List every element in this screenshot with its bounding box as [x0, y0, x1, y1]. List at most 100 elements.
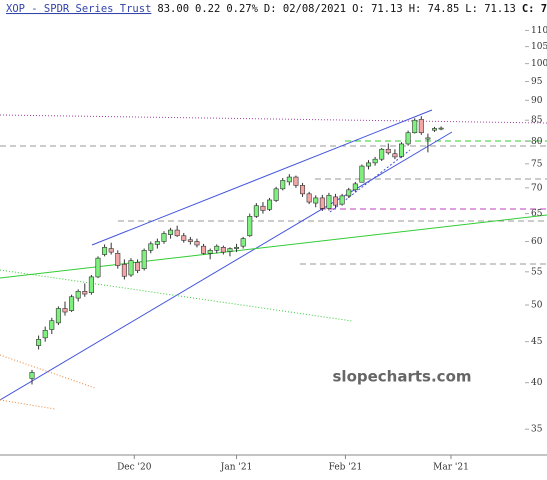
candle-body — [286, 176, 292, 183]
y-tick-label: 35 — [531, 425, 543, 435]
candle-body — [425, 137, 431, 140]
candle-body — [399, 143, 405, 157]
channel-line — [0, 131, 453, 401]
x-tick-label: Jan '21 — [220, 463, 253, 473]
candle-body — [227, 248, 233, 252]
quote-item: O: 71.13 — [352, 3, 403, 15]
candle-body — [29, 372, 35, 379]
candle-body — [187, 239, 193, 242]
candle-body — [260, 205, 266, 211]
y-tick-label: 85 — [531, 116, 543, 126]
trend-line — [0, 114, 547, 124]
candle-body — [240, 238, 246, 247]
y-tick-label: 55 — [531, 267, 543, 277]
candle-body — [69, 296, 75, 311]
candle-body — [95, 257, 101, 278]
candle-body — [55, 308, 61, 324]
candle-body — [273, 188, 279, 201]
candle-body — [300, 185, 306, 195]
candle-body — [128, 260, 134, 276]
y-tick-label: 110 — [531, 26, 547, 36]
y-tick-label: 65 — [531, 209, 543, 219]
x-tick-label: Dec '20 — [117, 463, 152, 473]
candle-body — [247, 216, 253, 237]
y-tick-label: 100 — [531, 59, 547, 69]
candle-body — [168, 229, 174, 235]
quote-item: 0.27% — [226, 3, 258, 15]
candle-body — [49, 320, 55, 330]
candle-body — [385, 148, 391, 154]
quote-item: D: 02/08/2021 — [264, 3, 346, 15]
quote-item: L: 71.13 — [465, 3, 516, 15]
candle-body — [339, 195, 345, 205]
annotations — [0, 109, 547, 456]
candle-body — [201, 245, 207, 254]
candle-body — [372, 158, 378, 164]
candle-body — [141, 250, 147, 269]
candle-body — [346, 189, 352, 197]
y-tick-label: 70 — [531, 183, 543, 193]
quote-item: 0.22 — [195, 3, 220, 15]
quote-item: C: 74.51 — [522, 3, 547, 15]
watermark: slopecharts.com — [333, 368, 472, 386]
candle-body — [161, 233, 167, 242]
candle-body — [88, 276, 94, 293]
y-tick-label: 75 — [531, 159, 543, 169]
candle-body — [412, 119, 418, 134]
candle-body — [194, 241, 200, 246]
candle-body — [313, 197, 319, 204]
x-tick-label: Mar '21 — [433, 463, 469, 473]
candle-body — [293, 176, 299, 186]
symbol: XOP - SPDR Series Trust — [6, 3, 151, 15]
candle-body — [207, 250, 213, 254]
candle-body — [352, 183, 358, 191]
candle-body — [36, 339, 42, 346]
x-tick-label: Feb '21 — [329, 463, 363, 473]
candle-body — [214, 245, 220, 251]
y-tick-label: 45 — [531, 337, 543, 347]
trend-line — [0, 269, 353, 322]
header-bar: XOP - SPDR Series Trust 83.00 0.22 0.27% D: … — [6, 3, 547, 15]
y-tick-label: 50 — [531, 300, 543, 310]
candle-body — [220, 247, 226, 253]
candle-body — [181, 235, 187, 241]
candle-body — [326, 195, 332, 209]
candle-body — [366, 162, 372, 167]
channel-line — [91, 109, 433, 246]
candle-body — [392, 153, 398, 158]
candle-body — [102, 247, 108, 255]
y-tick-label: 40 — [531, 378, 543, 388]
candle-body — [438, 127, 444, 130]
candle-body — [135, 262, 141, 271]
candle-body — [432, 128, 438, 131]
candle-body — [62, 308, 68, 313]
candle-body — [379, 148, 385, 160]
y-tick-label: 105 — [531, 42, 547, 52]
quote-item: H: 74.85 — [409, 3, 460, 15]
candle-body — [174, 229, 180, 237]
candle-body — [75, 291, 81, 299]
quote-item: 83.00 — [157, 3, 189, 15]
candle-body — [319, 197, 325, 209]
candle-body — [42, 329, 48, 339]
trend-line — [0, 399, 56, 410]
candle-body — [82, 291, 88, 295]
candle-body — [267, 199, 273, 210]
candle-body — [234, 247, 240, 249]
y-tick-label: 80 — [531, 137, 543, 147]
candle-body — [418, 119, 424, 134]
candle-body — [148, 243, 154, 251]
candle-body — [359, 165, 365, 183]
candle-body — [115, 253, 121, 266]
candle-body — [280, 180, 286, 190]
candle-body — [108, 248, 114, 253]
candle-body — [121, 263, 127, 277]
candle-body — [333, 196, 339, 206]
candle-body — [306, 193, 312, 203]
y-tick-label: 60 — [531, 237, 543, 247]
y-tick-label: 90 — [531, 96, 543, 106]
candle-body — [154, 241, 160, 245]
candle-body — [253, 205, 259, 217]
